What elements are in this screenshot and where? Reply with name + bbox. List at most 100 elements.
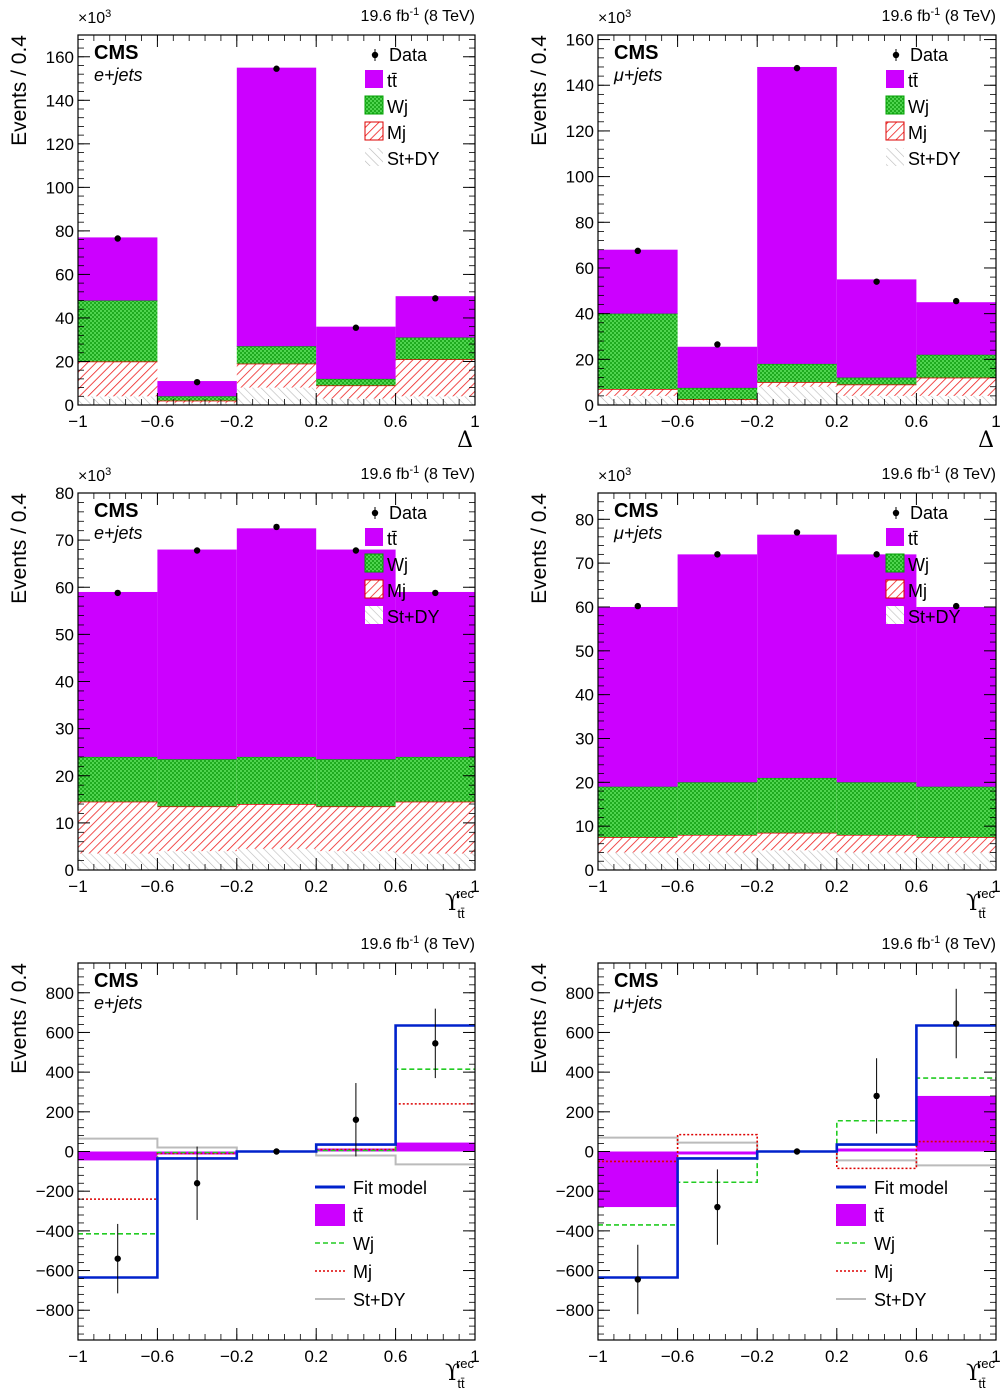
x-tick-label: 0.6 (905, 877, 929, 896)
y-multiplier-label: ×103 (78, 466, 111, 485)
bar-wj-1 (598, 786, 678, 838)
x-tick-label: −0.6 (661, 877, 695, 896)
legend-mj-label: Mj (353, 1262, 372, 1282)
data-point-5 (953, 1020, 960, 1027)
bar-tt-2 (157, 381, 237, 397)
bar-mj-4 (316, 806, 396, 852)
y-axis-label: Events / 0.4 (528, 35, 551, 146)
y-axis-label: Events / 0.4 (8, 35, 31, 146)
data-point-3 (273, 65, 280, 72)
legend-stdy-swatch (365, 148, 383, 166)
chart-panel-4: −1 −0.6 −0.2 0.2 0.6 101020304050607080Events… (528, 464, 1001, 921)
ttbar-bar-1 (78, 1151, 158, 1161)
bar-wj-2 (677, 387, 758, 400)
y-tick-label: 120 (46, 135, 74, 154)
legend-data-marker (892, 509, 900, 517)
channel-label: μ+jets (613, 523, 662, 543)
bar-stdy-3 (236, 848, 317, 870)
bar-stdy-2 (677, 400, 758, 405)
x-axis-label: Δ (457, 428, 473, 453)
bar-stdy-4 (316, 851, 396, 870)
legend-data-label: Data (910, 503, 949, 523)
ttbar-bar-2 (677, 1151, 758, 1155)
y-tick-label: 20 (55, 352, 74, 371)
bar-mj-2 (677, 834, 758, 853)
legend-mj-label: Mj (908, 123, 927, 143)
x-tick-label: −0.2 (740, 877, 774, 896)
bar-stdy-5 (916, 395, 996, 405)
legend-stdy-swatch (886, 606, 904, 624)
x-tick-label: −0.2 (740, 1347, 774, 1366)
legend-wj-swatch (885, 553, 905, 573)
x-tick-label: −0.6 (661, 1347, 695, 1366)
y-tick-label: 800 (566, 984, 594, 1003)
bar-stdy-1 (598, 852, 678, 870)
y-tick-label: 0 (65, 1143, 74, 1162)
bar-wj-3 (236, 756, 317, 805)
legend-ttbar-label: tt̄ (908, 529, 918, 549)
panel-grid: −1 −0.6 −0.2 0.2 0.6 1020406080100120140160Ev… (8, 6, 1001, 1389)
y-tick-label: 50 (55, 625, 74, 644)
bar-tt-2 (677, 554, 758, 783)
x-tick-label: 0.2 (304, 412, 328, 431)
y-tick-label: 0 (65, 396, 74, 415)
legend-mj-swatch (364, 121, 384, 141)
bar-mj-4 (316, 385, 396, 399)
legend-wj-swatch (364, 95, 384, 115)
data-point-4 (352, 324, 360, 331)
data-point-4 (352, 1116, 360, 1123)
luminosity-label: 19.6 fb-1 (8 TeV) (882, 934, 996, 953)
x-axis-label-sup: rec (456, 1356, 475, 1371)
x-tick-label: 0.6 (384, 877, 408, 896)
y-tick-label: 60 (55, 578, 74, 597)
bar-mj-3 (236, 804, 317, 849)
legend-stdy-swatch (886, 148, 904, 166)
y-tick-label: 0 (585, 861, 594, 880)
legend-data-label: Data (910, 45, 949, 65)
data-point-3 (793, 529, 801, 536)
y-tick-label: 70 (575, 554, 594, 573)
legend-wj-label: Wj (387, 97, 408, 117)
legend-ttbar-label: tt̄ (387, 71, 397, 91)
x-axis-label: ϒ (966, 1361, 981, 1386)
x-tick-label: −0.2 (740, 412, 774, 431)
x-axis-label-sub: tt̄ (457, 1376, 465, 1389)
legend-ttbar-swatch (365, 528, 383, 546)
chart-panel-3: −1 −0.6 −0.2 0.2 0.6 101020304050607080Events… (8, 464, 480, 921)
bar-tt-5 (395, 296, 475, 338)
bar-wj-5 (916, 354, 996, 378)
y-tick-label: 70 (55, 531, 74, 550)
y-tick-label: 160 (566, 31, 594, 50)
y-tick-label: −600 (556, 1262, 594, 1281)
legend-ttbar-swatch (315, 1204, 345, 1226)
bar-wj-2 (157, 396, 237, 401)
x-tick-label: −0.6 (661, 412, 695, 431)
legend-mj-swatch (364, 579, 384, 599)
data-point-1 (114, 235, 121, 242)
bar-stdy-5 (916, 852, 996, 870)
x-tick-label: 0.2 (304, 1347, 328, 1366)
ttbar-bar-4 (836, 1148, 917, 1152)
legend-stdy-label: St+DY (908, 149, 961, 169)
x-tick-label: 1 (991, 1347, 1000, 1366)
y-tick-label: 30 (55, 720, 74, 739)
data-point-3 (273, 523, 280, 531)
bar-wj-4 (836, 782, 917, 835)
x-tick-label: −1 (68, 877, 87, 896)
cms-label: CMS (94, 970, 138, 992)
y-tick-label: −400 (36, 1222, 74, 1241)
bar-mj-3 (757, 382, 837, 387)
x-tick-label: 0.6 (384, 1347, 408, 1366)
bar-stdy-2 (157, 851, 237, 870)
bar-stdy-3 (757, 850, 837, 870)
bar-mj-1 (78, 801, 158, 854)
x-tick-label: 1 (991, 877, 1000, 896)
legend-wj-swatch (885, 95, 905, 115)
x-axis-label-sub: tt̄ (978, 906, 986, 921)
bar-stdy-3 (236, 387, 317, 405)
y-tick-label: 140 (46, 91, 74, 110)
data-point-3 (273, 1148, 280, 1155)
x-axis-label: ϒ (966, 891, 981, 916)
y-axis-label: Events / 0.4 (528, 963, 551, 1074)
bar-mj-2 (157, 400, 237, 403)
